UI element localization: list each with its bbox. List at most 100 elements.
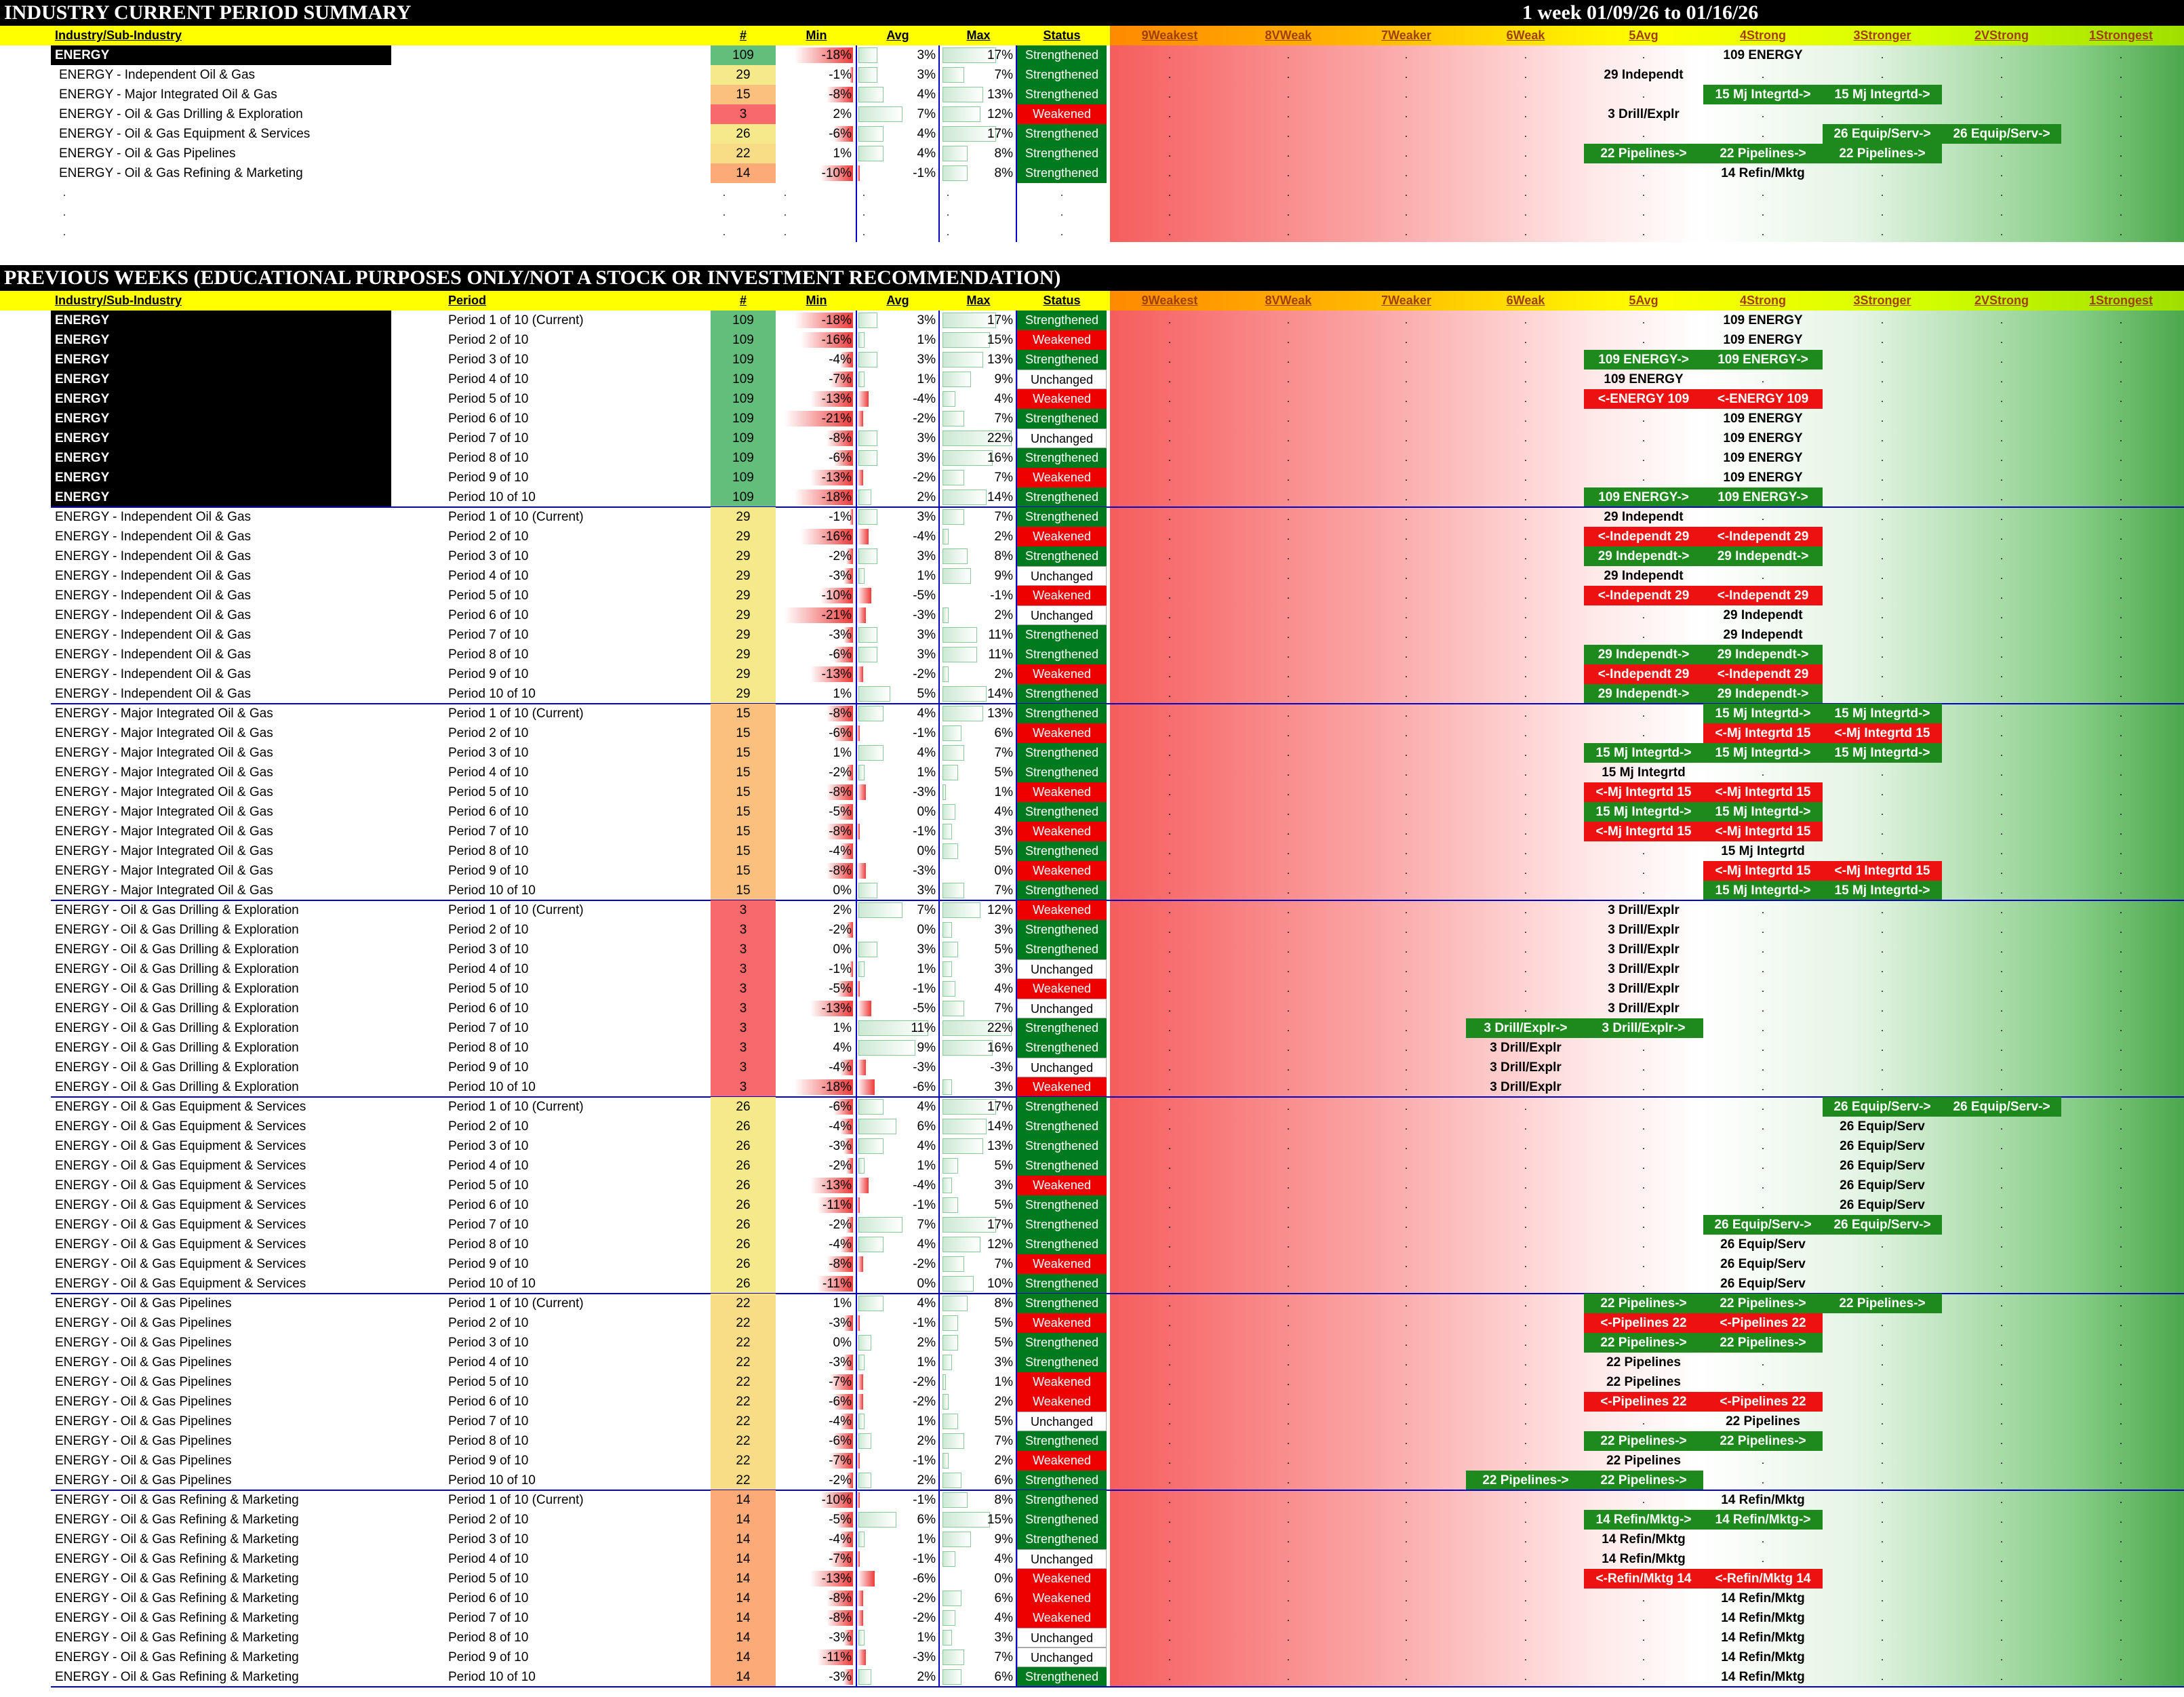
zone-marker[interactable]: <-Mj Integrtd 15 xyxy=(1823,861,1942,881)
zone-marker[interactable]: 15 Mj Integrtd-> xyxy=(1703,802,1823,822)
zone-marker[interactable]: 22 Pipelines-> xyxy=(1584,1431,1703,1451)
industry-name[interactable]: ENERGY - Oil & Gas Drilling & Exploratio… xyxy=(55,982,299,996)
industry-name[interactable]: ENERGY - Oil & Gas Refining & Marketing xyxy=(55,1513,299,1527)
zone-marker[interactable]: 29 Independt xyxy=(1723,628,1803,642)
zone-marker[interactable]: 15 Mj Integrtd-> xyxy=(1703,881,1823,900)
industry-name[interactable]: ENERGY - Oil & Gas Drilling & Exploratio… xyxy=(59,107,303,121)
industry-name[interactable]: ENERGY xyxy=(51,330,391,350)
zone-header-3[interactable]: 7Weaker xyxy=(1381,294,1431,307)
zone-marker[interactable]: 22 Pipelines-> xyxy=(1584,1471,1703,1490)
zone-marker[interactable]: <-Pipelines 22 xyxy=(1584,1313,1703,1333)
industry-name[interactable]: ENERGY - Major Integrated Oil & Gas xyxy=(55,726,273,740)
industry-name[interactable]: ENERGY - Oil & Gas Refining & Marketing xyxy=(55,1650,299,1664)
industry-name[interactable]: ENERGY xyxy=(51,350,391,370)
industry-name[interactable]: ENERGY - Independent Oil & Gas xyxy=(55,647,252,662)
zone-header-5[interactable]: 5Avg xyxy=(1629,294,1659,307)
zone-marker[interactable]: 14 Refin/Mktg xyxy=(1602,1532,1686,1546)
industry-name[interactable]: ENERGY - Oil & Gas Equipment & Services xyxy=(55,1257,306,1271)
zone-header-9[interactable]: 1Strongest xyxy=(2088,294,2153,307)
industry-name[interactable]: ENERGY xyxy=(51,468,391,487)
industry-name[interactable]: ENERGY - Oil & Gas Refining & Marketing xyxy=(55,1552,299,1566)
industry-name[interactable]: ENERGY - Oil & Gas Equipment & Services xyxy=(55,1198,306,1212)
zone-marker[interactable]: 3 Drill/Explr xyxy=(1608,1001,1680,1016)
zone-marker[interactable]: 29 Independt xyxy=(1604,68,1684,82)
zone-marker[interactable]: 109 ENERGY-> xyxy=(1584,487,1703,507)
zone-marker[interactable]: 109 ENERGY xyxy=(1723,451,1803,465)
zone-marker[interactable]: 3 Drill/Explr-> xyxy=(1584,1018,1703,1038)
zone-marker[interactable]: <-Mj Integrtd 15 xyxy=(1703,861,1823,881)
zone-marker[interactable]: 22 Pipelines-> xyxy=(1584,144,1703,163)
industry-name[interactable]: ENERGY - Independent Oil & Gas xyxy=(55,667,252,681)
zone-marker[interactable]: 3 Drill/Explr xyxy=(1608,942,1680,957)
industry-name[interactable]: ENERGY - Major Integrated Oil & Gas xyxy=(55,864,273,878)
zone-marker[interactable]: 29 Independt-> xyxy=(1703,684,1823,704)
zone-marker[interactable]: 26 Equip/Serv xyxy=(1720,1257,1806,1271)
zone-marker[interactable]: 14 Refin/Mktg-> xyxy=(1584,1510,1703,1530)
industry-name[interactable]: ENERGY xyxy=(51,487,391,507)
zone-marker[interactable]: 26 Equip/Serv xyxy=(1840,1159,1925,1173)
zone-marker[interactable]: 109 ENERGY xyxy=(1723,412,1803,426)
industry-name[interactable]: ENERGY - Oil & Gas Equipment & Services xyxy=(55,1277,306,1291)
zone-marker[interactable]: 15 Mj Integrtd-> xyxy=(1823,704,1942,723)
zone-marker[interactable]: 15 Mj Integrtd xyxy=(1602,765,1686,780)
zone-marker[interactable]: 109 ENERGY xyxy=(1723,313,1803,327)
industry-name[interactable]: ENERGY - Oil & Gas Equipment & Services xyxy=(55,1178,306,1193)
industry-name[interactable]: ENERGY - Independent Oil & Gas xyxy=(55,549,252,563)
zone-header-6[interactable]: 4Strong xyxy=(1739,28,1786,42)
zone-header-3[interactable]: 7Weaker xyxy=(1381,28,1431,42)
zone-marker[interactable]: 3 Drill/Explr xyxy=(1608,903,1680,917)
zone-marker[interactable]: <-Mj Integrtd 15 xyxy=(1703,723,1823,743)
industry-name[interactable]: ENERGY xyxy=(51,448,391,468)
zone-marker[interactable]: 22 Pipelines xyxy=(1606,1355,1681,1370)
zone-marker[interactable]: <-Mj Integrtd 15 xyxy=(1823,723,1942,743)
zone-header-1[interactable]: 9Weakest xyxy=(1141,294,1198,307)
industry-name[interactable]: ENERGY - Oil & Gas Drilling & Exploratio… xyxy=(55,1021,299,1035)
zone-marker[interactable]: 26 Equip/Serv-> xyxy=(1942,1097,2061,1117)
zone-marker[interactable]: 29 Independt-> xyxy=(1584,684,1703,704)
zone-marker[interactable]: 26 Equip/Serv-> xyxy=(1823,1215,1942,1235)
zone-marker[interactable]: 22 Pipelines-> xyxy=(1703,1294,1823,1313)
industry-name[interactable]: ENERGY - Oil & Gas Equipment & Services xyxy=(55,1159,306,1173)
zone-marker[interactable]: 14 Refin/Mktg xyxy=(1721,1631,1805,1645)
zone-marker[interactable]: <-ENERGY 109 xyxy=(1584,389,1703,409)
industry-name[interactable]: ENERGY - Independent Oil & Gas xyxy=(55,628,252,642)
industry-name[interactable]: ENERGY - Oil & Gas Refining & Marketing xyxy=(55,1611,299,1625)
industry-name[interactable]: ENERGY - Major Integrated Oil & Gas xyxy=(55,844,273,858)
industry-name[interactable]: ENERGY - Oil & Gas Pipelines xyxy=(55,1355,232,1370)
industry-name[interactable]: ENERGY - Oil & Gas Pipelines xyxy=(55,1296,232,1311)
industry-name[interactable]: ENERGY - Independent Oil & Gas xyxy=(55,608,252,622)
zone-marker[interactable]: 14 Refin/Mktg xyxy=(1721,1591,1805,1605)
industry-name[interactable]: ENERGY - Oil & Gas Refining & Marketing xyxy=(59,166,303,180)
zone-marker[interactable]: <-Independt 29 xyxy=(1703,527,1823,546)
industry-name[interactable]: ENERGY - Major Integrated Oil & Gas xyxy=(55,785,273,799)
zone-marker[interactable]: 14 Refin/Mktg xyxy=(1721,1493,1805,1507)
industry-name[interactable]: ENERGY - Oil & Gas Drilling & Exploratio… xyxy=(55,942,299,957)
zone-marker[interactable]: <-Refin/Mktg 14 xyxy=(1703,1569,1823,1589)
zone-marker[interactable]: <-Independt 29 xyxy=(1584,527,1703,546)
zone-marker[interactable]: 109 ENERGY-> xyxy=(1703,350,1823,370)
zone-marker[interactable]: 26 Equip/Serv-> xyxy=(1823,1097,1942,1117)
industry-name[interactable]: ENERGY - Oil & Gas Equipment & Services xyxy=(55,1119,306,1134)
industry-name[interactable]: ENERGY - Oil & Gas Equipment & Services xyxy=(59,127,311,141)
zone-marker[interactable]: 22 Pipelines-> xyxy=(1823,1294,1942,1313)
zone-marker[interactable]: 15 Mj Integrtd-> xyxy=(1823,743,1942,763)
zone-marker[interactable]: 3 Drill/Explr xyxy=(1608,962,1680,976)
zone-marker[interactable]: 109 ENERGY xyxy=(1723,471,1803,485)
zone-marker[interactable]: 22 Pipelines-> xyxy=(1703,144,1823,163)
zone-marker[interactable]: <-Independt 29 xyxy=(1703,586,1823,605)
industry-name[interactable]: ENERGY - Independent Oil & Gas xyxy=(55,588,252,603)
zone-marker[interactable]: 22 Pipelines-> xyxy=(1703,1431,1823,1451)
zone-marker[interactable]: 22 Pipelines-> xyxy=(1584,1333,1703,1353)
zone-marker[interactable]: 14 Refin/Mktg xyxy=(1602,1552,1686,1566)
industry-name[interactable]: ENERGY - Major Integrated Oil & Gas xyxy=(55,883,273,898)
zone-marker[interactable]: <-Pipelines 22 xyxy=(1703,1313,1823,1333)
zone-marker[interactable]: 26 Equip/Serv xyxy=(1840,1139,1925,1153)
zone-marker[interactable]: <-Independt 29 xyxy=(1703,664,1823,684)
industry-name[interactable]: ENERGY - Oil & Gas Equipment & Services xyxy=(55,1218,306,1232)
industry-name[interactable]: ENERGY - Oil & Gas Pipelines xyxy=(55,1414,232,1429)
industry-name[interactable]: ENERGY - Major Integrated Oil & Gas xyxy=(59,87,277,102)
zone-header-4[interactable]: 6Weak xyxy=(1506,294,1545,307)
zone-marker[interactable]: 3 Drill/Explr xyxy=(1490,1041,1562,1055)
zone-marker[interactable]: 14 Refin/Mktg xyxy=(1721,1611,1805,1625)
zone-marker[interactable]: 3 Drill/Explr xyxy=(1490,1080,1562,1094)
